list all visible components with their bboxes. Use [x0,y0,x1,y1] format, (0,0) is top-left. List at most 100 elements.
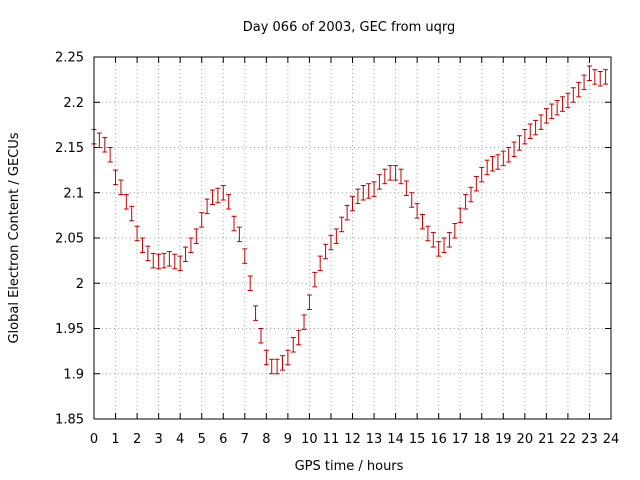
error-bar-point [414,203,420,219]
error-bar-point [118,179,124,196]
x-tick-label: 8 [262,432,270,447]
x-tick-label: 4 [176,432,184,447]
error-bar-point [592,69,598,85]
error-bar-point [538,114,544,130]
error-bar-point [398,168,404,185]
x-tick-label: 22 [560,432,577,447]
error-bar-point [549,103,555,120]
y-tick-label: 2.2 [63,96,84,111]
error-bar-point [306,294,312,310]
plot-frame [93,56,612,420]
error-bar-point [511,141,517,158]
error-bar-point [226,194,232,210]
x-tick-label: 13 [366,432,383,447]
error-bar-point [430,232,436,248]
error-bar-point [134,225,140,242]
error-bar-point [516,135,522,151]
y-tick-label: 2.05 [55,232,84,247]
error-bar-point [183,246,189,263]
error-bar-point [479,166,485,183]
y-tick-label: 1.95 [55,322,84,337]
error-bar-point [193,228,199,244]
error-bar-point [506,147,512,163]
error-bar-point [376,174,382,190]
x-tick-label: 21 [538,432,555,447]
error-bar-point [382,168,388,185]
data-series [91,65,609,375]
error-bar-point [570,87,576,103]
error-bar-point [393,165,399,181]
y-tick-label: 2.25 [55,51,84,66]
error-bar-point [129,205,135,222]
error-bar-point [156,253,162,270]
error-bar-point [161,252,167,269]
x-tick-label: 24 [603,432,620,447]
error-bar-point [554,99,560,116]
error-bar-point [586,65,592,82]
error-bar-point [490,156,496,172]
error-bar-point [484,159,490,176]
error-bar-point [285,349,291,366]
x-tick-label: 11 [323,432,340,447]
x-tick-label: 16 [430,432,447,447]
error-bar-point [166,251,172,267]
error-bar-point [560,96,566,112]
error-bar-point [231,215,237,232]
error-bar-point [317,255,323,272]
error-bar-point [258,328,264,344]
error-bar-point [263,349,269,366]
y-tick-label: 2 [76,277,84,292]
x-tick-label: 6 [219,432,227,447]
error-bar-point [247,275,253,291]
y-tick-label: 1.85 [55,413,84,428]
error-bar-point [150,252,156,269]
error-bar-point [113,169,119,186]
error-bar-point [387,165,393,181]
grid [94,57,611,419]
x-tick-label: 19 [495,432,512,447]
error-bar-point [473,175,479,192]
x-tick-label: 9 [284,432,292,447]
error-bar-point [269,358,275,375]
y-axis-label: Global Electron Content / GECUs [7,132,22,343]
error-bar-point [339,216,345,233]
y-tick-label: 2.1 [63,186,84,201]
error-bar-point [495,154,501,170]
x-tick-label: 18 [473,432,490,447]
error-bar-point [436,241,442,257]
error-bar-point [236,226,242,243]
error-bar-point [279,355,285,371]
error-bar-point [333,228,339,244]
error-bar-point [242,248,248,264]
error-bar-point [420,213,426,230]
error-bar-point [123,194,129,210]
x-tick-label: 1 [111,432,119,447]
y-tick-label: 2.15 [55,141,84,156]
x-tick-label: 5 [198,432,206,447]
x-tick-label: 0 [90,432,98,447]
x-tick-label: 20 [517,432,534,447]
error-bar-point [500,150,506,167]
error-bar-point [177,255,183,272]
chart-title: Day 066 of 2003, GEC from uqrg [243,20,456,35]
y-tick-label: 1.9 [63,367,84,382]
error-bar-point [409,192,415,208]
error-bar-point [328,234,334,251]
tick-labels: 0 1 2 3 4 5 6 7 8 9 10 11 12 13 14 15 16 17 18 19 20 21 22 23 24… [55,51,619,448]
error-bar-point [355,188,361,205]
error-bar-point [371,181,377,197]
error-bar-point [452,223,458,239]
error-bar-point [274,358,280,375]
error-bar-point [344,204,350,221]
error-bar-point [533,119,539,136]
error-bar-point [603,69,609,85]
error-bar-point [145,245,151,262]
error-bar-point [581,74,587,91]
x-tick-label: 12 [344,432,361,447]
error-bar-point [425,225,431,242]
x-tick-label: 2 [133,432,141,447]
x-tick-label: 10 [301,432,318,447]
error-bar-point [199,212,205,228]
error-bar-point [565,92,571,109]
